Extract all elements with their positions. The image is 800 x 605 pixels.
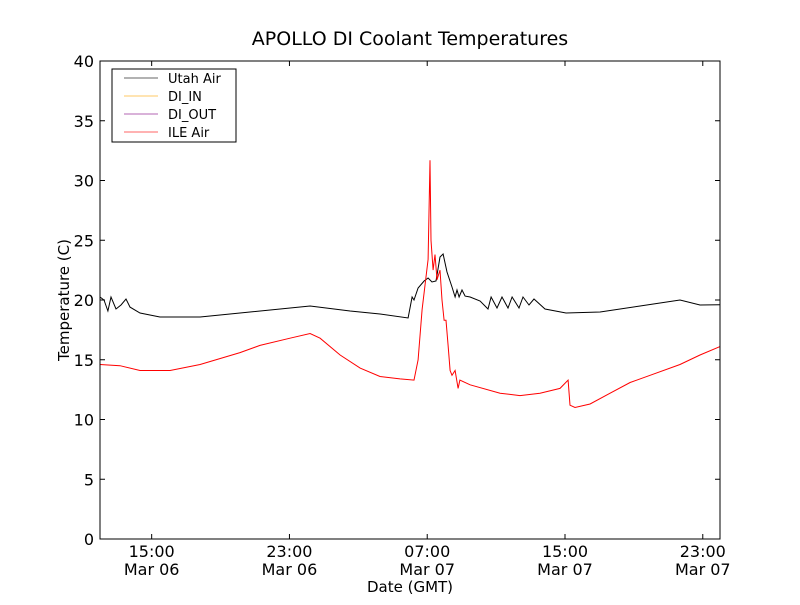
legend: Utah Air DI_IN DI_OUT ILE Air (111, 68, 237, 143)
x-axis-label: Date (GMT) (367, 578, 453, 596)
series-line-ile-air (99, 160, 721, 409)
x-tick-label-date: Mar 07 (399, 560, 455, 579)
legend-label: Utah Air (168, 72, 221, 87)
y-tick-label: 0 (84, 530, 94, 549)
y-tick-label: 20 (74, 291, 94, 310)
y-axis-label: Temperature (C) (55, 239, 73, 362)
y-tick-label: 10 (74, 411, 94, 430)
x-tick-label-time: 23:00 (266, 542, 312, 561)
series-line-utah-air (99, 253, 721, 319)
x-tick-label-time: 15:00 (129, 542, 175, 561)
x-tick-label-date: Mar 07 (537, 560, 593, 579)
x-tick-label-date: Mar 06 (262, 560, 318, 579)
y-tick-label: 30 (74, 172, 94, 191)
x-tick-label-time: 23:00 (680, 542, 726, 561)
y-tick-label: 35 (74, 112, 94, 131)
y-tick-label: 15 (74, 351, 94, 370)
plot-area (99, 160, 721, 409)
legend-label: DI_IN (168, 90, 202, 105)
y-tick-label: 40 (74, 52, 94, 71)
x-tick-label-date: Mar 07 (675, 560, 731, 579)
legend-box (111, 68, 237, 143)
x-tick-label-date: Mar 06 (124, 560, 180, 579)
x-tick-label-time: 07:00 (404, 542, 450, 561)
chart-title: APOLLO DI Coolant Temperatures (252, 28, 568, 50)
y-tick-label: 25 (74, 231, 94, 250)
x-tick-label-time: 15:00 (542, 542, 588, 561)
legend-label: DI_OUT (168, 108, 216, 123)
y-tick-label: 5 (84, 470, 94, 489)
legend-label: ILE Air (168, 126, 210, 141)
